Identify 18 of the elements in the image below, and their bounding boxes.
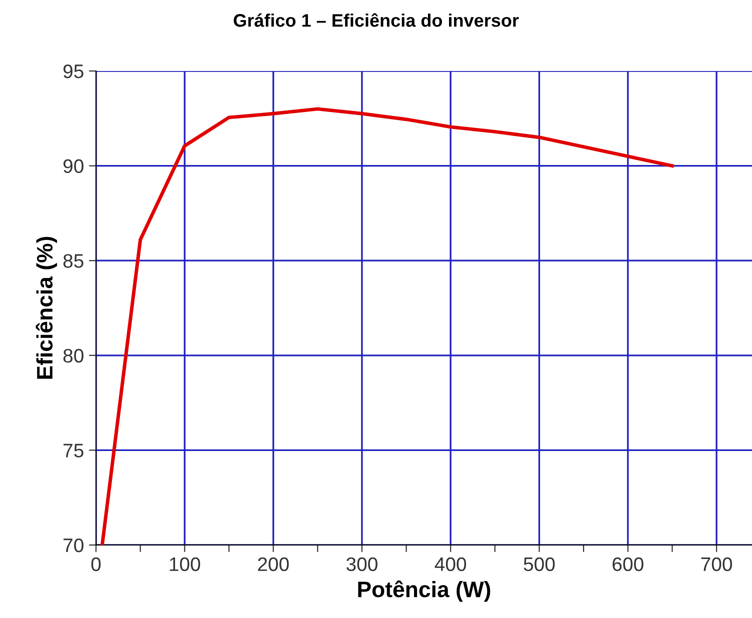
x-tick-label: 400: [434, 557, 466, 572]
x-tick-label: 200: [258, 557, 289, 572]
x-axis-title: Potência (W): [358, 580, 490, 602]
line-series: [100, 107, 674, 545]
x-tick-label: 300: [346, 557, 378, 572]
x-tick-label: 600: [612, 557, 644, 572]
y-tick-label: 90: [63, 159, 84, 174]
x-tick-label: 0: [91, 557, 101, 572]
y-tick-label: 95: [63, 64, 84, 78]
x-tick-label: 700: [701, 557, 732, 572]
y-tick-label: 80: [63, 348, 84, 363]
y-axis-title: Eficiência (%): [36, 236, 58, 379]
chart-title: Gráfico 1 – Eficiência do inversor: [234, 13, 519, 27]
y-tick-label: 75: [64, 444, 84, 458]
x-tick-label: 500: [524, 557, 555, 572]
y-tick-label: 70: [64, 538, 84, 552]
y-tick-label: 85: [63, 254, 84, 268]
x-tick-label: 100: [170, 557, 200, 572]
